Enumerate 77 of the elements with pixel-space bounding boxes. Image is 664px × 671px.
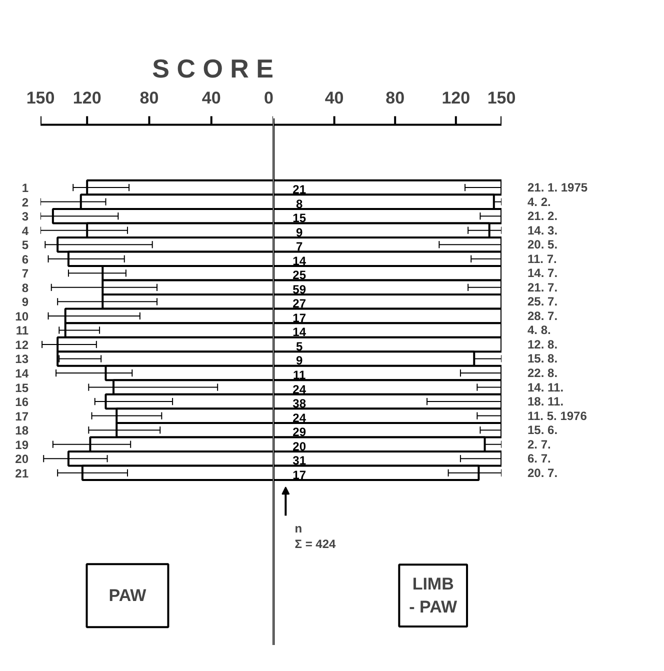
y-tick-label: 6 [22,252,29,266]
y-tick-label: 19 [15,438,29,452]
y-tick-label: 6. 7. [528,452,551,466]
y-tick-label: 17 [15,409,29,424]
y-tick-label: 21. 7. [528,280,558,294]
x-axis-title: PAW [108,586,148,606]
x-tick-label: 40 [202,88,221,108]
y-tick-label: 20. 7. [528,466,558,480]
y-tick-label: 18. 11. [528,394,564,409]
y-tick-label: 14. 3. [528,223,558,238]
x-tick-label: 80 [140,88,159,108]
x-tick-label: 80 [386,88,405,108]
y-tick-label: 14. 11. [528,380,564,394]
annotation: 17 [292,310,306,325]
y-tick-label: 3 [22,210,29,224]
annotation: 31 [292,454,306,468]
annotation: 17 [292,468,306,482]
y-tick-label: 1 [22,181,29,196]
x-tick-label: 120 [72,88,102,108]
annotation: 59 [292,282,306,296]
annotation: 14 [292,254,306,268]
y-tick-label: 20. 5. [528,238,558,252]
y-tick-label: 14. 7. [528,266,558,280]
annotation: 7 [296,240,304,254]
x-tick-label: 0 [264,88,274,108]
y-tick-label: 4. 2. [528,194,551,209]
annotation: 27 [292,296,306,311]
annotation: 5 [296,339,304,354]
x-tick-label: 120 [442,88,470,108]
annotation: 11 [292,368,306,382]
annotation: 38 [292,396,306,411]
y-tick-label: 7 [22,266,29,281]
annotation: 21 [292,182,306,197]
text: Σ = 424 [294,537,336,552]
x-tick-label: 40 [324,88,344,108]
y-tick-label: 10 [15,309,29,324]
y-tick-label: 14 [15,366,29,381]
y-tick-label: 16 [15,395,29,410]
annotation: 15 [292,211,306,226]
y-tick-label: 12 [15,338,29,352]
y-tick-label: 5 [22,238,29,252]
y-tick-label: 2. 7. [528,437,551,452]
annotation: 9 [296,354,304,368]
y-tick-label: 22. 8. [528,366,558,380]
annotation: 14 [292,325,306,340]
y-tick-label: 25. 7. [528,294,558,309]
y-tick-label: 15 [15,380,29,395]
annotation: 29 [292,425,306,440]
y-tick-label: 18 [15,424,29,438]
annotation: 20 [292,439,306,454]
y-tick-label: 21. 1. 1975 [528,180,588,195]
y-tick-label: 13 [15,352,29,366]
y-tick-label: 8 [22,280,29,295]
y-tick-label: 15. 6. [528,423,558,438]
chart-title: S C O R E [152,54,274,84]
text: n [294,522,302,536]
y-tick-label: 20 [15,452,29,466]
x-tick-label: 150 [487,88,516,108]
y-tick-label: 4. 8. [528,323,551,338]
y-tick-label: 12. 8. [528,337,558,352]
x-tick-label: 150 [26,88,55,108]
annotation: 25 [292,268,306,282]
x-axis-title: LIMB - PAW [409,574,458,616]
y-tick-label: 21 [15,466,29,480]
y-tick-label: 28. 7. [528,308,558,323]
y-tick-label: 11. 5. 1976 [528,408,588,423]
y-tick-label: 9 [22,295,29,310]
annotation: 8 [296,196,304,211]
y-tick-label: 11 [16,324,29,338]
y-tick-label: 2 [22,195,29,210]
annotation: 9 [296,225,304,240]
y-tick-label: 15. 8. [528,352,558,366]
y-tick-label: 11. 7. [528,252,557,266]
annotation: 24 [292,410,306,425]
y-tick-label: 4 [22,224,29,238]
y-tick-label: 21. 2. [528,209,558,224]
annotation: 24 [292,382,306,396]
